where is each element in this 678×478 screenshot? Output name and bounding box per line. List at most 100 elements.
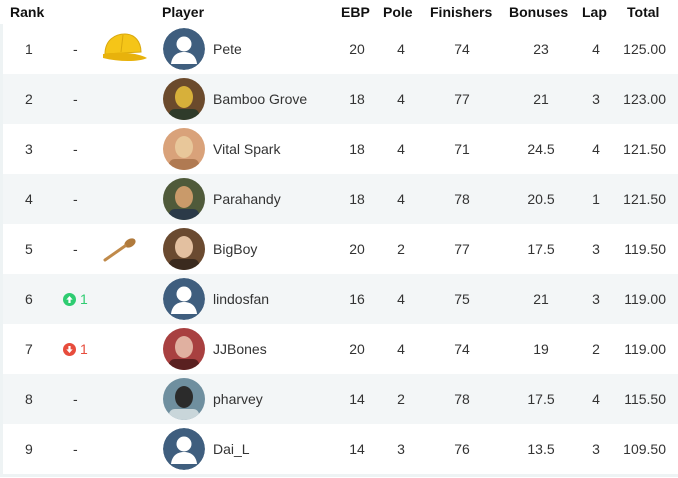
table-row[interactable]: 8 - pharvey 14 2 78 17.5 4 115.50 [0, 374, 678, 424]
ebp-value: 14 [349, 391, 365, 407]
rank-value: 2 [25, 91, 33, 107]
pole-value: 2 [397, 241, 405, 257]
pole-value: 2 [397, 391, 405, 407]
finishers-value: 76 [454, 441, 470, 457]
table-row[interactable]: 4 - Parahandy 18 4 78 20.5 1 121.50 [0, 174, 678, 224]
table-row[interactable]: 9 - Dai_L 14 3 76 13.5 3 109.50 [0, 424, 678, 477]
header-pole[interactable]: Pole [383, 4, 413, 20]
lap-value: 4 [592, 141, 600, 157]
total-value: 109.50 [623, 441, 666, 457]
table-row[interactable]: 7 1 JJBones 20 4 74 19 2 119.00 [0, 324, 678, 374]
default-avatar-icon[interactable] [163, 28, 205, 70]
finishers-value: 78 [454, 391, 470, 407]
bonuses-value: 13.5 [527, 441, 555, 457]
header-ebp[interactable]: EBP [341, 4, 370, 20]
player-name[interactable]: pharvey [213, 391, 263, 407]
table-header: Rank Player EBP Pole Finishers Bonuses L… [0, 0, 678, 24]
table-row[interactable]: 3 - Vital Spark 18 4 71 24.5 4 121.50 [0, 124, 678, 174]
bonuses-value: 19 [533, 341, 549, 357]
rank-value: 4 [25, 191, 33, 207]
arrow-down-circle-icon [63, 342, 76, 356]
total-value: 119.00 [624, 291, 666, 307]
lap-value: 2 [592, 341, 600, 357]
rank-value: 3 [25, 141, 33, 157]
header-player[interactable]: Player [162, 4, 205, 20]
rank-change-value: - [73, 241, 78, 257]
total-value: 125.00 [623, 41, 666, 57]
finishers-value: 74 [454, 41, 470, 57]
ebp-value: 18 [349, 141, 365, 157]
avatar[interactable] [163, 178, 205, 220]
player-name[interactable]: lindosfan [213, 291, 270, 307]
wooden-spoon-icon [97, 224, 149, 274]
finishers-value: 78 [454, 191, 470, 207]
player-name[interactable]: Vital Spark [213, 141, 281, 157]
rank-value: 6 [25, 291, 33, 307]
default-avatar-icon[interactable] [163, 428, 205, 470]
lap-value: 3 [592, 441, 600, 457]
avatar[interactable] [163, 128, 205, 170]
pole-value: 4 [397, 41, 405, 57]
rank-value: 5 [25, 241, 33, 257]
header-finishers[interactable]: Finishers [430, 4, 493, 20]
avatar[interactable] [163, 378, 205, 420]
rank-change-value: - [73, 391, 78, 407]
pole-value: 4 [397, 191, 405, 207]
lap-value: 4 [592, 41, 600, 57]
rank-change-value: - [73, 41, 78, 57]
rank-value: 1 [25, 41, 33, 57]
rank-change: - [63, 174, 103, 224]
rank-change-value: - [73, 141, 78, 157]
header-lap[interactable]: Lap [582, 4, 607, 20]
pole-value: 4 [397, 141, 405, 157]
bonuses-value: 21 [533, 91, 549, 107]
avatar[interactable] [163, 228, 205, 270]
total-value: 121.50 [623, 141, 666, 157]
lap-value: 4 [592, 391, 600, 407]
bonuses-value: 17.5 [527, 391, 555, 407]
ebp-value: 14 [349, 441, 365, 457]
header-bonuses[interactable]: Bonuses [509, 4, 569, 20]
player-name[interactable]: JJBones [213, 341, 267, 357]
rank-value: 8 [25, 391, 33, 407]
player-name[interactable]: Parahandy [213, 191, 281, 207]
player-name[interactable]: Bamboo Grove [213, 91, 308, 107]
avatar[interactable] [163, 78, 205, 120]
player-name[interactable]: BigBoy [213, 241, 258, 257]
finishers-value: 74 [454, 341, 470, 357]
rank-change: 1 [63, 324, 103, 374]
rank-change: - [63, 224, 103, 274]
rank-change-value: - [73, 441, 78, 457]
table-body: 1- Pete 20 4 74 23 4 125.00 2- Bamboo Grove 18 4 77 2… [0, 24, 678, 477]
rank-change: 1 [63, 274, 103, 324]
rank-change-value: - [73, 191, 78, 207]
bonuses-value: 21 [533, 291, 549, 307]
rank-change-value: - [73, 91, 78, 107]
ebp-value: 16 [349, 291, 365, 307]
total-value: 119.00 [624, 341, 666, 357]
bonuses-value: 20.5 [527, 191, 555, 207]
player-name[interactable]: Dai_L [213, 441, 250, 457]
table-row[interactable]: 6 1 lindosfan 16 4 75 21 3 119.00 [0, 274, 678, 324]
bonuses-value: 24.5 [527, 141, 555, 157]
rank-value: 9 [25, 441, 33, 457]
rank-value: 7 [25, 341, 33, 357]
rank-change: - [63, 424, 103, 474]
rank-change: - [63, 24, 103, 74]
table-row[interactable]: 2 - Bamboo Grove 18 4 77 21 3 123.00 [0, 74, 678, 124]
default-avatar-icon[interactable] [163, 278, 205, 320]
table-row[interactable]: 5 - BigBoy 20 2 77 17.5 3 119.50 [0, 224, 678, 274]
bonuses-value: 23 [533, 41, 549, 57]
lap-value: 3 [592, 241, 600, 257]
player-name[interactable]: Pete [213, 41, 242, 57]
header-rank[interactable]: Rank [10, 4, 45, 20]
rank-change: - [63, 74, 103, 124]
yellow-cap-icon [97, 24, 149, 74]
header-total[interactable]: Total [627, 4, 660, 20]
table-row[interactable]: 1 - Pete 20 4 74 23 4 125.00 [0, 24, 678, 74]
finishers-value: 77 [454, 91, 470, 107]
finishers-value: 75 [454, 291, 470, 307]
avatar[interactable] [163, 328, 205, 370]
rank-change-value: 1 [80, 341, 88, 357]
